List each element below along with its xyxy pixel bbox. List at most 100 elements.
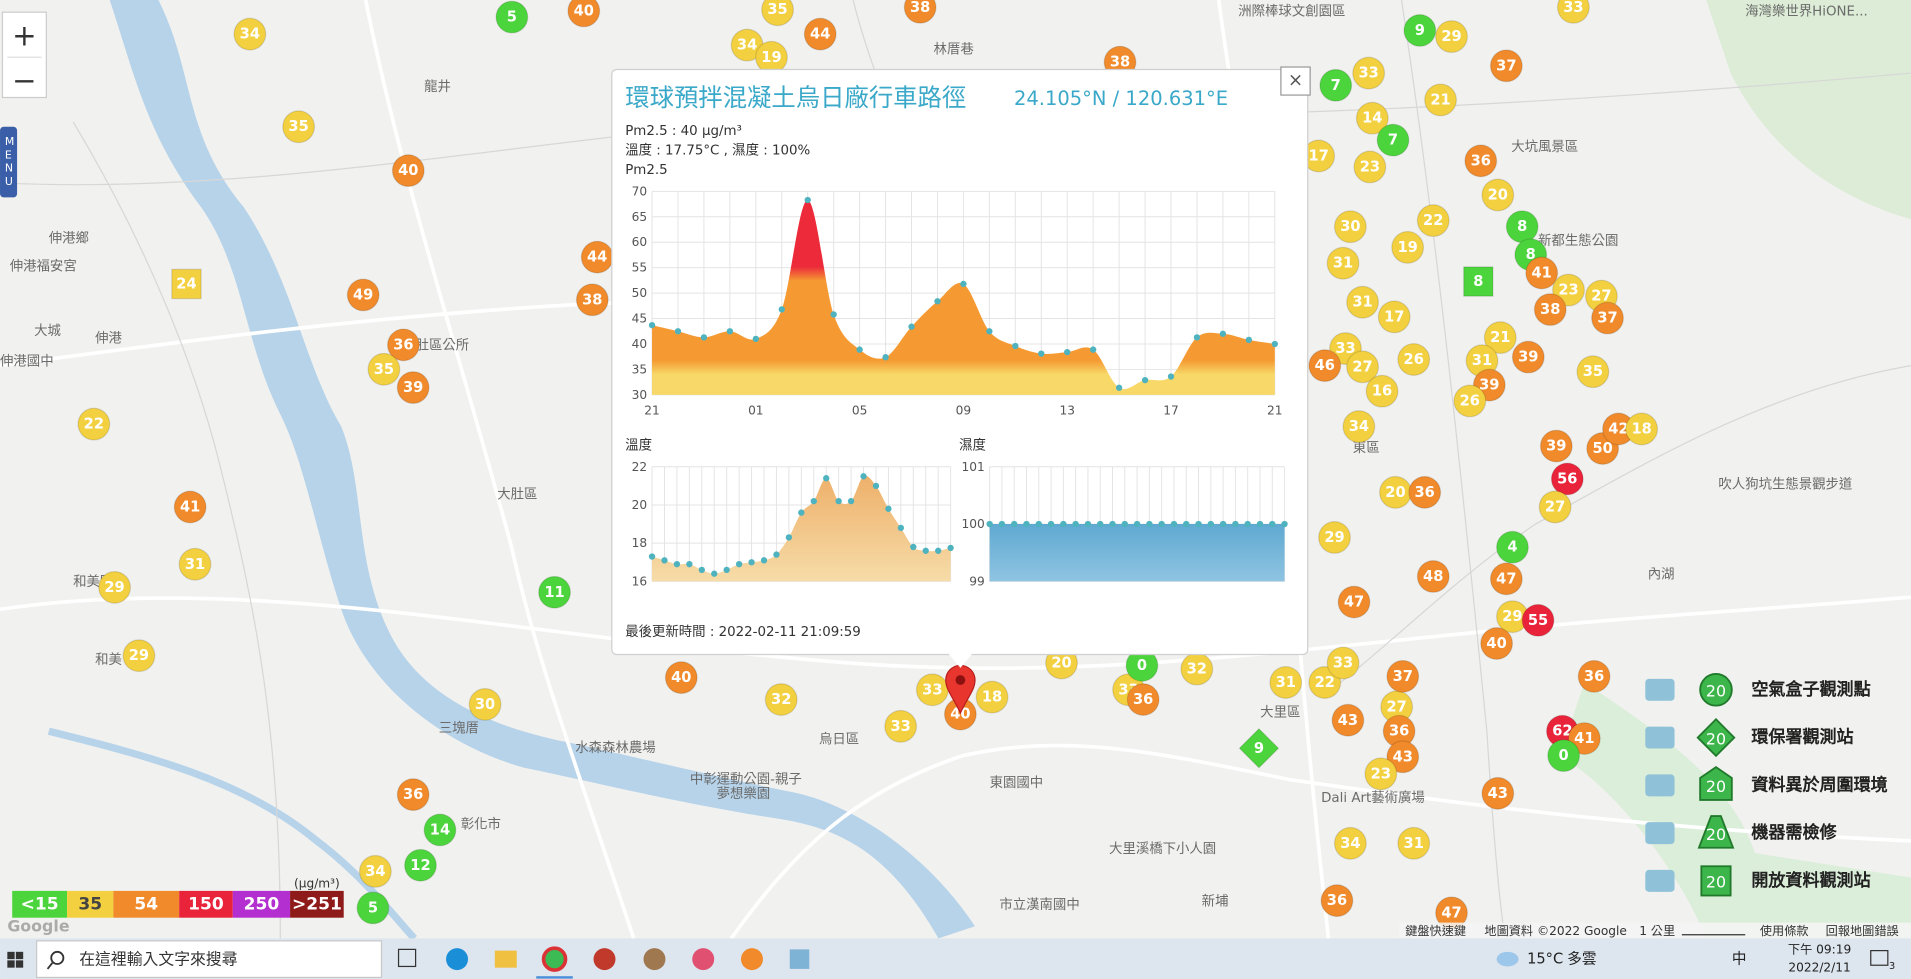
- data-point: [1035, 520, 1042, 528]
- zoom-in[interactable]: +: [12, 18, 36, 52]
- station-marker: [233, 17, 267, 51]
- y-tick-label: 100: [962, 517, 985, 531]
- station-value: 19: [1397, 239, 1417, 256]
- data-point: [1158, 520, 1165, 528]
- station-value: 22: [84, 416, 104, 433]
- close-button[interactable]: ×: [1288, 70, 1303, 91]
- station-value: 40: [671, 669, 691, 686]
- app-icon[interactable]: [692, 948, 715, 971]
- station-value: 42: [1608, 420, 1628, 437]
- station-marker: [1408, 475, 1442, 509]
- popup-pointer: [948, 653, 973, 668]
- station-marker: [1489, 562, 1523, 596]
- station-value: 47: [1496, 570, 1516, 587]
- station-value: 33: [1333, 654, 1353, 671]
- station-value: 38: [1110, 54, 1130, 71]
- y-tick-label: 101: [962, 460, 985, 474]
- station-value: 16: [1372, 383, 1392, 400]
- place-label: 吹人狗坑生態景觀步道: [1718, 477, 1852, 493]
- station-marker: [404, 848, 437, 882]
- zoom-out[interactable]: −: [12, 63, 36, 97]
- place-label: 大坑風景區: [1511, 139, 1578, 155]
- station-marker: [1435, 20, 1468, 54]
- station-value: 43: [1393, 748, 1413, 765]
- x-tick-label: 13: [1059, 404, 1075, 418]
- win-logo: [7, 951, 15, 960]
- station-marker: [346, 278, 380, 312]
- station-marker: [1318, 521, 1351, 554]
- place-label: 伸港: [95, 330, 122, 346]
- station-value: 37: [1393, 668, 1413, 685]
- explorer-icon[interactable]: [494, 950, 517, 968]
- station-value: 18: [982, 689, 1002, 706]
- station-marker: [1538, 490, 1572, 524]
- chrome-icon[interactable]: [541, 946, 568, 972]
- data-point: [910, 543, 917, 551]
- y-tick-label: 65: [632, 210, 648, 224]
- station-marker: [1591, 301, 1624, 335]
- data-point: [922, 547, 929, 554]
- attribution-bg: [1399, 922, 1911, 939]
- station-value: 43: [1338, 712, 1358, 729]
- attribution: 鍵盤快速鍵 地圖資料 ©2022 Google 1 公里 使用條款 回報地圖錯誤: [1405, 923, 1899, 938]
- station-value: 36: [1133, 691, 1153, 708]
- station-marker: [664, 661, 698, 695]
- station-marker: [1453, 384, 1487, 418]
- search-box[interactable]: [35, 940, 383, 979]
- y-tick-label: 22: [632, 460, 648, 474]
- app-icon[interactable]: [643, 948, 666, 971]
- data-point: [908, 323, 915, 330]
- station-value: 36: [1327, 892, 1347, 909]
- station-legend: 20 空氣盒子觀測點 20 環保署觀測站 20 資料異於周圍環境 20 機器需檢修 20 開放資料…: [1645, 673, 1888, 897]
- station-marker: [1386, 740, 1420, 774]
- road: [1400, 0, 1506, 939]
- data-point: [752, 335, 760, 343]
- notification-icon[interactable]: [1870, 949, 1889, 966]
- data-point: [1011, 520, 1018, 528]
- station-value: 12: [410, 857, 430, 874]
- place-label: 彰化市: [461, 816, 501, 833]
- station-marker: [1625, 412, 1659, 446]
- x-tick-label: 01: [748, 404, 764, 418]
- station-marker: [282, 110, 316, 144]
- legend-symbol-value: 20: [1706, 777, 1726, 796]
- station-marker: [1269, 666, 1303, 699]
- station-value: 24: [176, 275, 196, 292]
- data-point: [860, 473, 867, 480]
- station-value: 36: [1584, 668, 1604, 685]
- y-tick-label: 50: [632, 286, 648, 300]
- station-marker: [367, 352, 401, 386]
- station-marker: [98, 570, 132, 604]
- data-point: [882, 354, 889, 361]
- edge-icon[interactable]: [446, 948, 469, 971]
- station-marker: [178, 547, 212, 581]
- station-marker: [1365, 374, 1399, 408]
- station-value: 9: [1254, 740, 1264, 757]
- taskbar: 在這裡輸入文字來搜尋 15°C 多雲 中 下午 09:19 2022/2/11 …: [0, 938, 1911, 979]
- app-icon[interactable]: [593, 948, 616, 971]
- station-value: 36: [403, 786, 423, 803]
- station-marker: [1352, 56, 1386, 90]
- place-label: 內湖: [1648, 567, 1675, 583]
- menu-button[interactable]: [0, 126, 18, 198]
- data-point: [1115, 384, 1123, 391]
- app-icon[interactable]: [741, 948, 763, 971]
- data-point: [1193, 334, 1201, 341]
- station-value: 38: [1540, 301, 1560, 318]
- data-point: [1170, 520, 1178, 528]
- legend-symbol: [1696, 717, 1736, 758]
- station-marker: [1126, 683, 1160, 716]
- data-point: [798, 509, 805, 516]
- task-view[interactable]: [397, 948, 417, 968]
- app-icon[interactable]: [789, 949, 810, 969]
- pm-reading: Pm2.5 : 40 μg/m³: [625, 124, 742, 139]
- station-value: 8: [1526, 246, 1536, 263]
- data-point: [1245, 336, 1253, 344]
- data-point: [1109, 520, 1116, 528]
- station-value: 20: [1385, 484, 1405, 501]
- close-box[interactable]: [1280, 66, 1311, 96]
- ime[interactable]: 中: [1732, 951, 1747, 968]
- scale-swatch: [290, 890, 344, 918]
- start-button[interactable]: [7, 951, 24, 968]
- menu-letter: M: [5, 135, 14, 148]
